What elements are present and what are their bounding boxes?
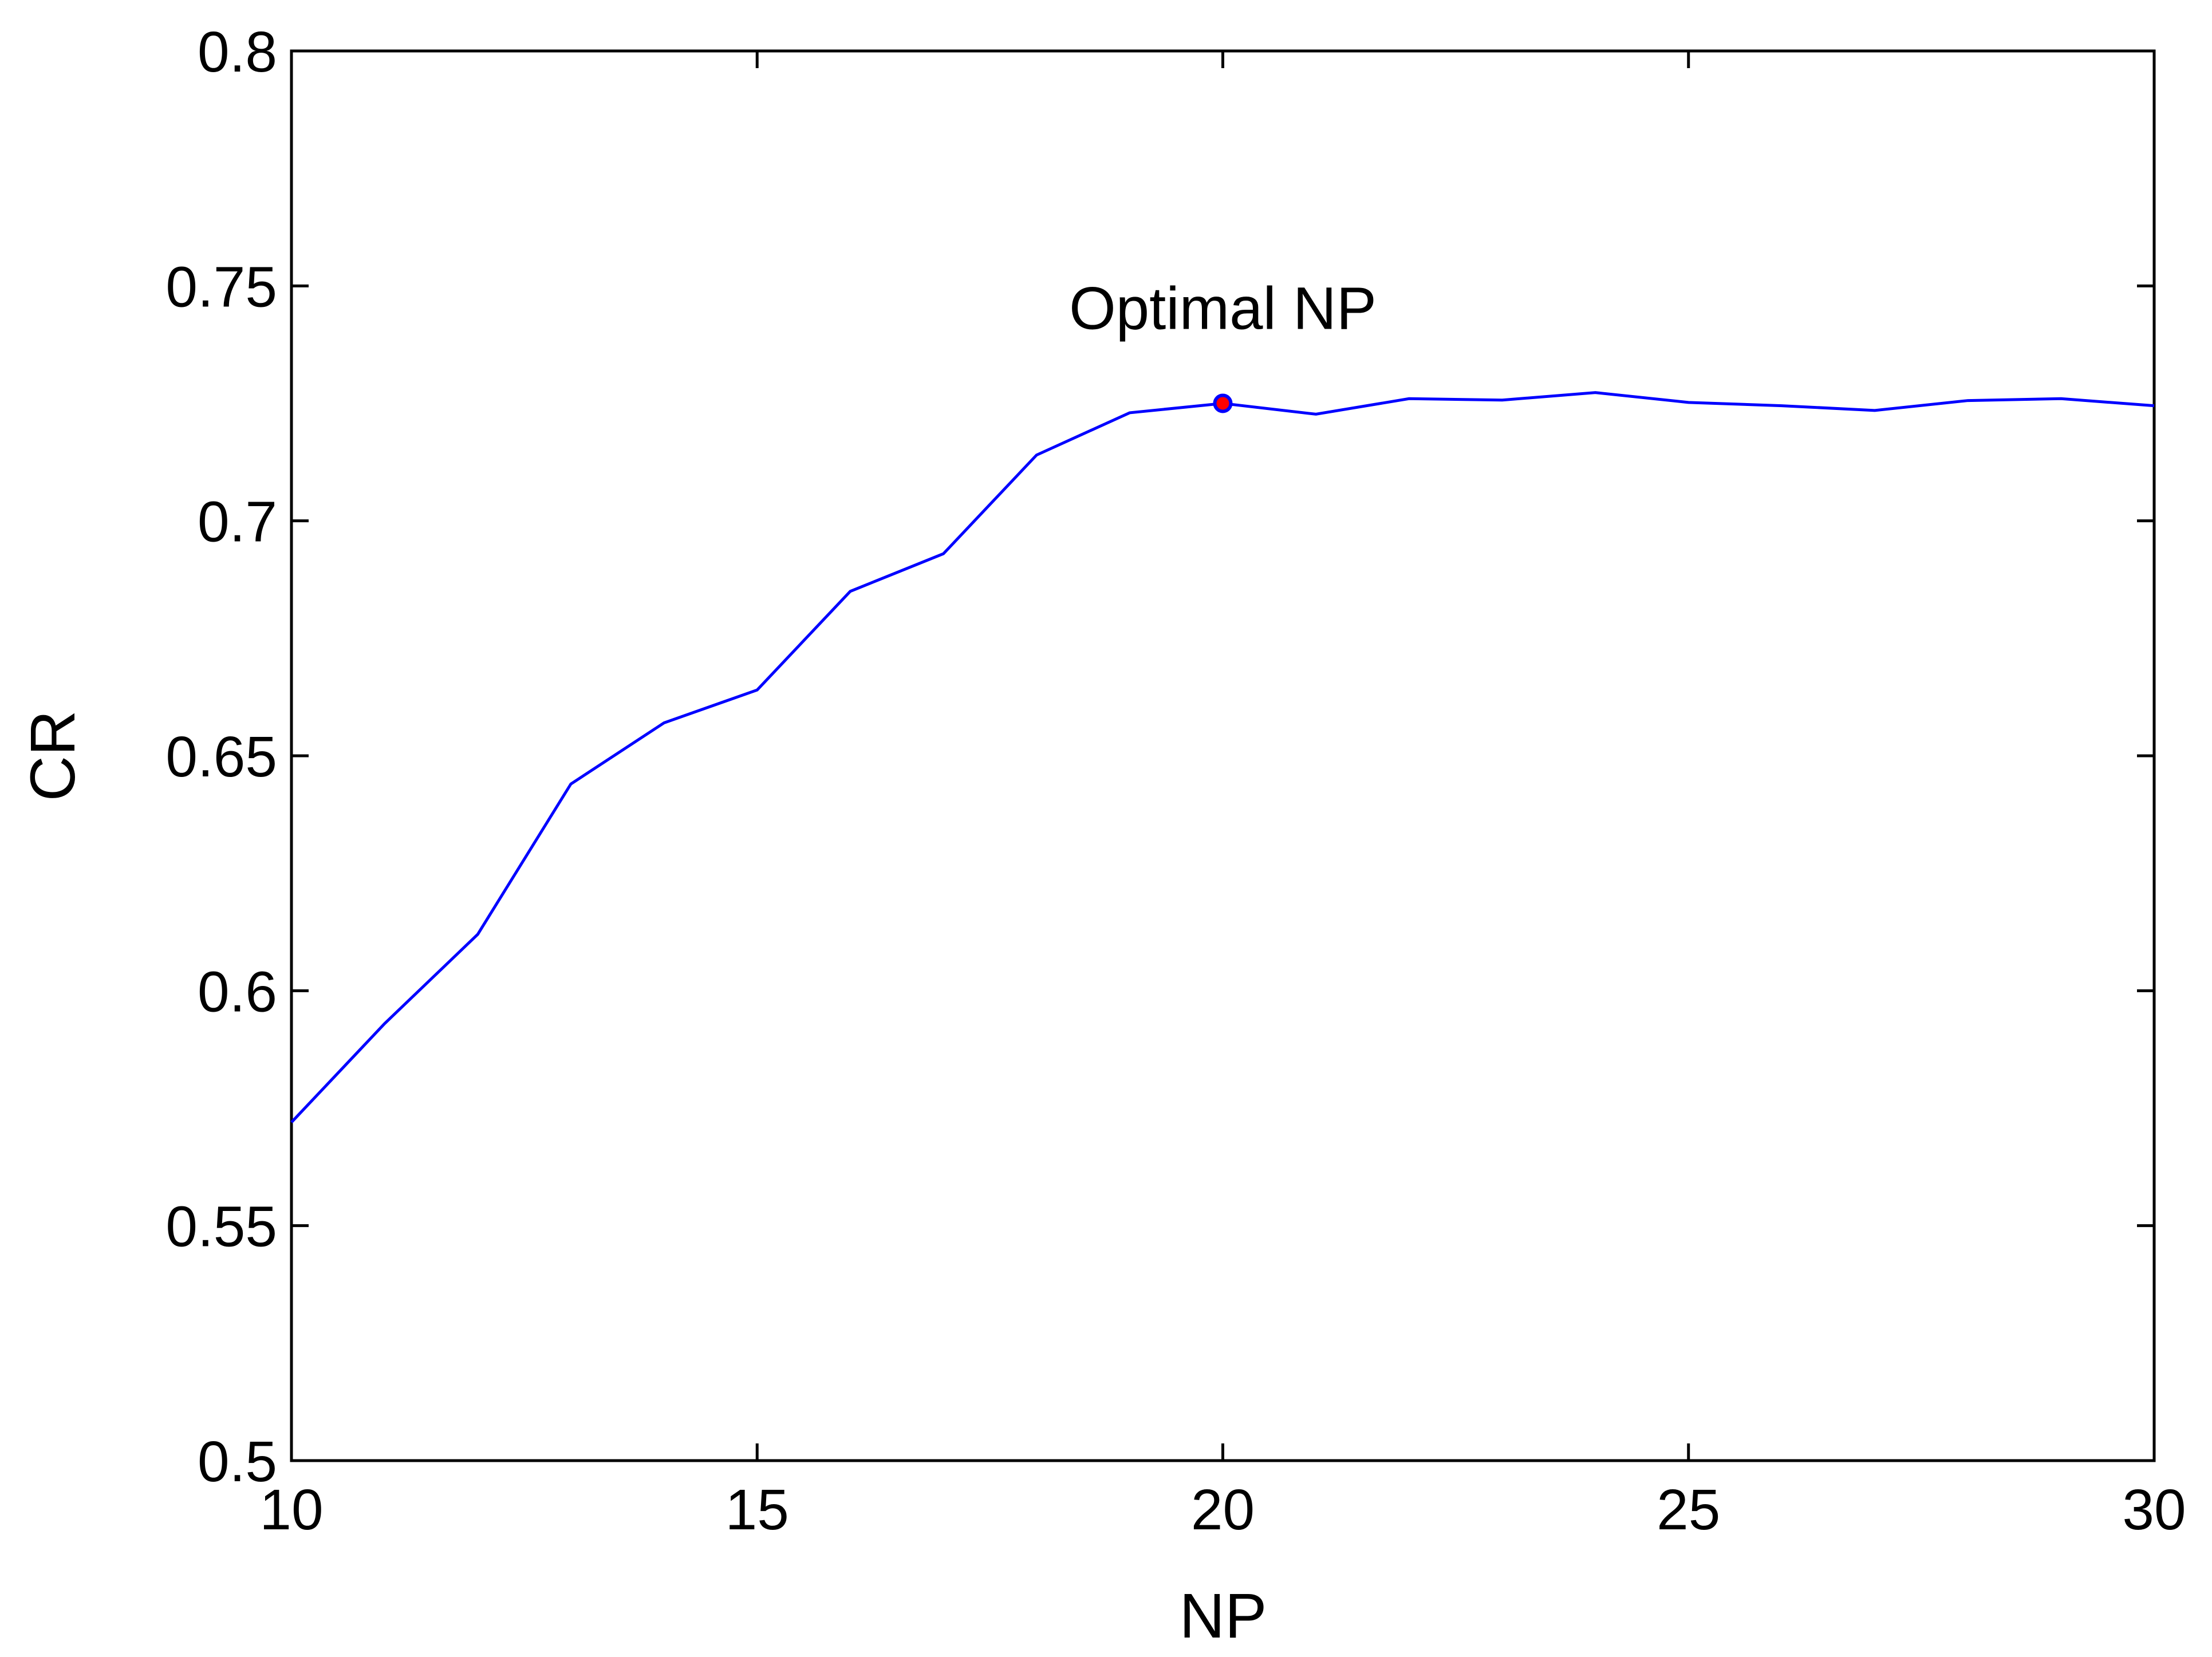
y-tick-label: 0.75 — [165, 255, 277, 319]
plot-frame — [290, 49, 2156, 1462]
y-tick-label: 0.7 — [198, 490, 277, 554]
x-tick-label: 20 — [1191, 1478, 1255, 1542]
data-line — [290, 391, 2155, 1123]
x-tick-label: 10 — [259, 1478, 323, 1542]
x-tick-label: 30 — [2122, 1478, 2186, 1542]
y-tick-label: 0.6 — [198, 960, 277, 1024]
y-tick-label: 0.5 — [198, 1430, 277, 1494]
y-tick-label: 0.8 — [198, 20, 277, 84]
annotation-text: Optimal NP — [1069, 275, 1377, 342]
x-tick-label: 15 — [725, 1478, 789, 1542]
y-tick-label: 0.55 — [165, 1195, 277, 1259]
y-tick-label: 0.65 — [165, 725, 277, 789]
y-axis-label: CR — [18, 711, 88, 802]
x-axis-label: NP — [1180, 1581, 1267, 1651]
optimal-marker — [1213, 393, 1233, 413]
x-tick-label: 25 — [1657, 1478, 1720, 1542]
